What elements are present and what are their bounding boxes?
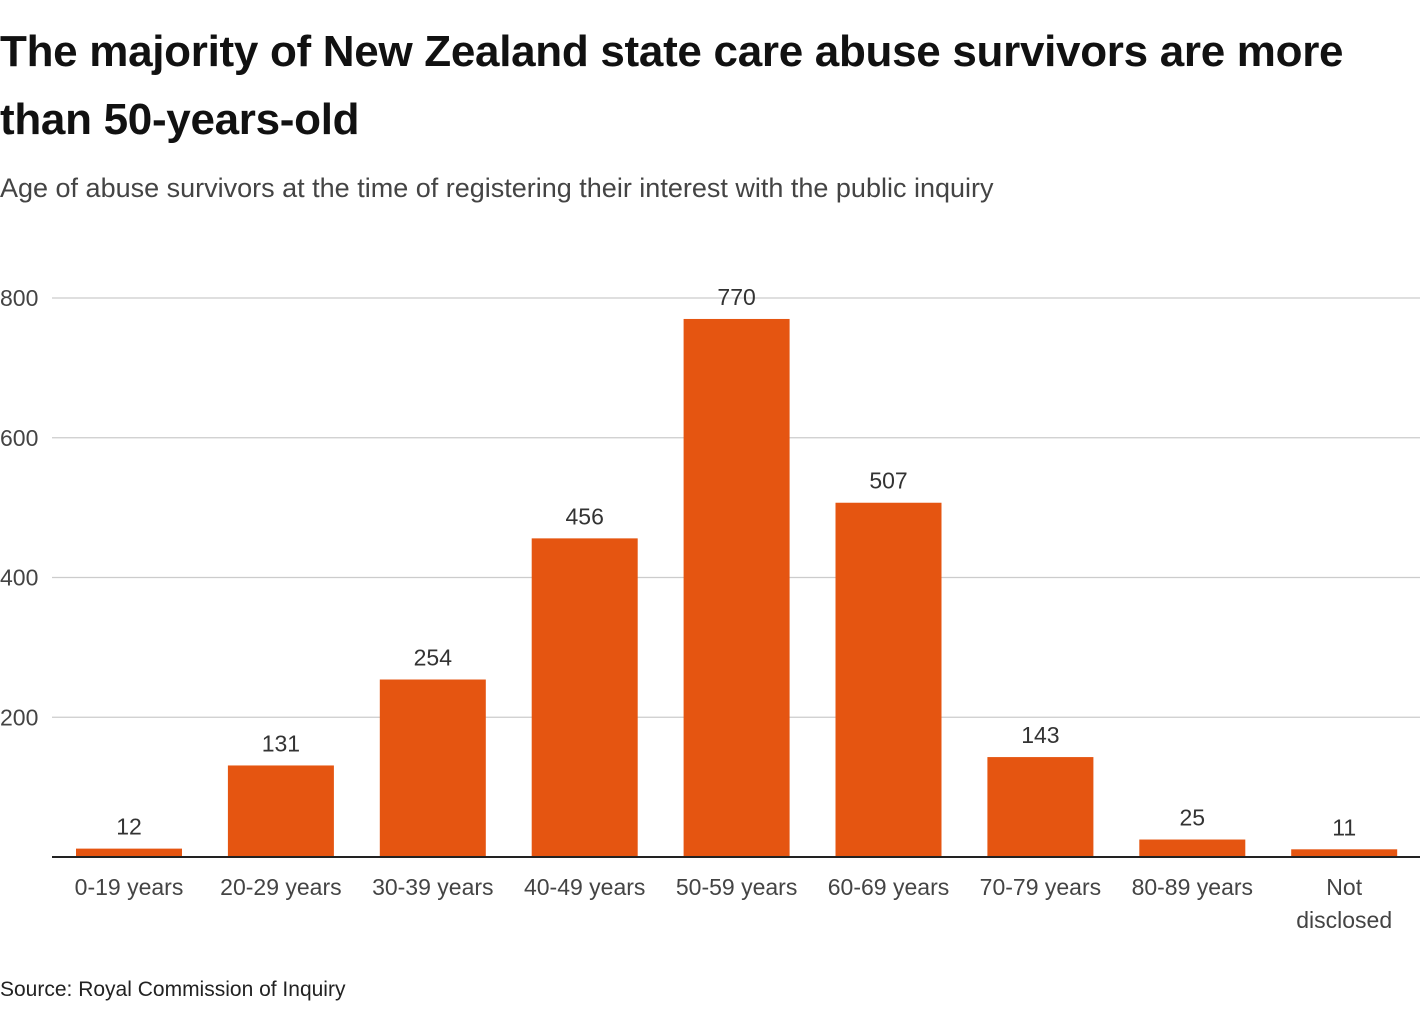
data-label: 143 <box>1021 722 1059 748</box>
data-label: 456 <box>566 503 604 529</box>
bar-2 <box>379 679 486 857</box>
y-tick-label: 200 <box>0 704 38 730</box>
data-label: 131 <box>262 730 300 756</box>
y-tick-label: 600 <box>0 425 38 451</box>
x-tick-label: 0-19 years <box>75 874 184 900</box>
y-tick-label: 800 <box>0 285 38 311</box>
bar-7 <box>1139 839 1246 857</box>
data-label: 11 <box>1332 814 1356 840</box>
bar-3 <box>531 538 638 857</box>
x-tick-label: 40-49 years <box>524 874 645 900</box>
data-label: 507 <box>869 468 907 494</box>
bar-6 <box>987 757 1094 857</box>
y-tick-label: 400 <box>0 565 38 591</box>
x-tick-label: 80-89 years <box>1132 874 1253 900</box>
x-tick-label: 70-79 years <box>980 874 1101 900</box>
data-labels: 12 131 254 456 770 507 143 25 11 <box>116 284 1356 840</box>
x-tick-label: 60-69 years <box>828 874 949 900</box>
data-label: 254 <box>414 645 453 671</box>
x-tick-label: 50-59 years <box>676 874 797 900</box>
x-tick-label: 30-39 years <box>372 874 493 900</box>
bar-chart: 200 400 600 800 12 131 254 456 770 507 143 25 11 0-… <box>0 284 1420 933</box>
bar-5 <box>835 502 942 857</box>
data-label: 25 <box>1180 805 1206 831</box>
source-note: Source: Royal Commission of Inquiry <box>0 978 346 1001</box>
bars <box>76 318 1398 857</box>
chart-title: The majority of New Zealand state care a… <box>0 27 1344 144</box>
bar-1 <box>227 765 334 857</box>
bar-0 <box>76 848 182 857</box>
bar-4 <box>683 318 790 857</box>
chart-subtitle: Age of abuse survivors at the time of re… <box>0 173 994 203</box>
data-label: 770 <box>717 284 755 310</box>
data-label: 12 <box>116 814 142 840</box>
x-axis: 0-19 years 20-29 years 30-39 years 40-49 ye… <box>52 856 1420 933</box>
x-tick-label: 20-29 years <box>220 874 341 900</box>
x-tick-label: Not disclosed <box>1296 874 1392 933</box>
bar-8 <box>1291 849 1398 857</box>
